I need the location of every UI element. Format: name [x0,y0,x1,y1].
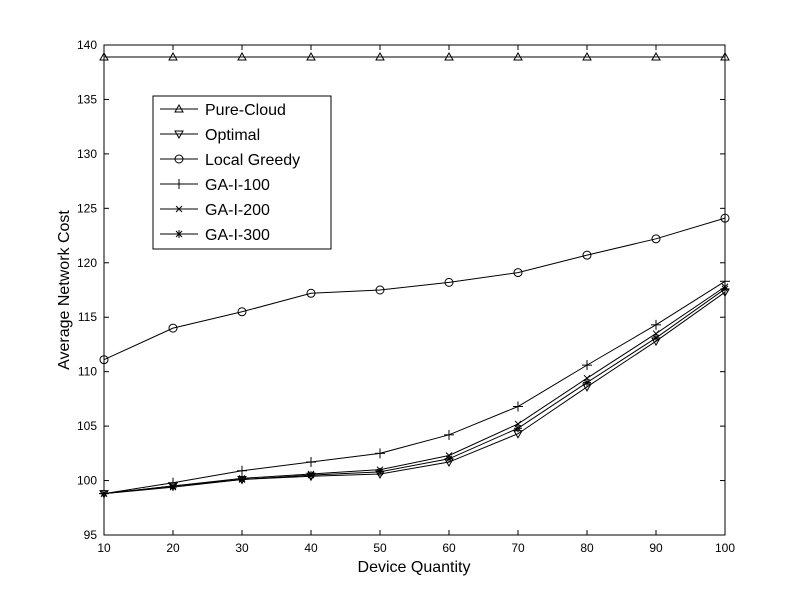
plot-frame [103,44,726,536]
legend: Pure-Cloud Optimal Local Greedy GA-I-100 GA-… [152,95,332,250]
legend-box [152,95,332,250]
data-point [444,277,454,287]
data-point [237,465,247,476]
data-point [582,250,592,260]
series-line [103,280,726,495]
data-point [444,51,454,61]
data-point [168,51,178,61]
data-point [582,51,592,61]
data-point [513,401,523,412]
y-tick-label: 100 [77,474,97,488]
legend-item: GA-I-300 [160,227,270,244]
series-line [103,217,726,361]
data-point [651,319,661,330]
x-tick-label: 100 [715,541,735,555]
data-point [306,457,316,468]
series-line [103,291,726,495]
legend-item: Local Greedy [160,152,300,169]
y-tick-label: 125 [77,201,97,215]
legend-item: Pure-Cloud [160,102,286,119]
x-tick-label: 60 [442,541,456,555]
y-tick-label: 110 [78,365,97,379]
series-line [103,288,726,495]
legend-label: Optimal [205,127,260,144]
data-point [376,467,384,476]
x-tick-label: 40 [304,541,318,555]
y-tick-label: 105 [77,419,97,433]
y-tick-label: 120 [77,256,97,270]
data-point [237,51,247,61]
y-tick-label: 140 [77,38,97,52]
data-point [445,454,453,463]
data-point [513,268,523,278]
data-point [444,429,454,440]
legend-label: GA-I-100 [205,177,270,194]
data-point [651,51,661,61]
data-point [513,51,523,61]
data-point [514,424,522,433]
y-tick-label: 115 [78,310,97,324]
legend-item: GA-I-200 [160,202,270,219]
legend-item: GA-I-100 [160,177,270,194]
legend-label: GA-I-300 [205,227,270,244]
data-point [238,475,246,484]
x-tick-label: 70 [511,541,525,555]
legend-marker [174,103,184,113]
data-point [306,288,316,298]
data-point [169,483,177,492]
axes-layer: 10 20 30 40 50 60 70 80 90 100 95 100 105 110 115 120 12… [77,38,735,555]
x-tick-label: 50 [373,541,387,555]
data-point [237,307,247,317]
series-layer [99,51,730,499]
series-line [103,286,726,495]
data-point [375,285,385,295]
x-tick-label: 10 [97,541,111,555]
y-tick-label: 130 [77,147,97,161]
x-tick-label: 20 [166,541,180,555]
legend-marker [174,179,184,189]
legend-label: Local Greedy [205,152,300,169]
data-point [375,448,385,459]
data-point [168,323,178,333]
legend-item: Optimal [160,127,260,144]
y-axis-title: Average Network Cost [56,210,73,370]
data-point [651,234,661,244]
x-tick-label: 90 [649,541,663,555]
legend-marker [174,154,184,164]
legend-marker [174,130,184,140]
data-point [307,471,315,480]
data-point [652,333,660,342]
data-point [582,360,592,371]
data-point [583,378,591,387]
legend-marker [175,205,183,213]
data-point [306,51,316,61]
x-tick-label: 30 [235,541,249,555]
x-tick-label: 80 [580,541,594,555]
y-tick-label: 95 [84,528,98,542]
data-point [375,51,385,61]
x-axis-title: Device Quantity [358,559,471,576]
legend-label: GA-I-200 [205,202,270,219]
legend-marker [175,230,183,238]
y-tick-label: 135 [77,92,97,106]
legend-label: Pure-Cloud [205,102,286,119]
